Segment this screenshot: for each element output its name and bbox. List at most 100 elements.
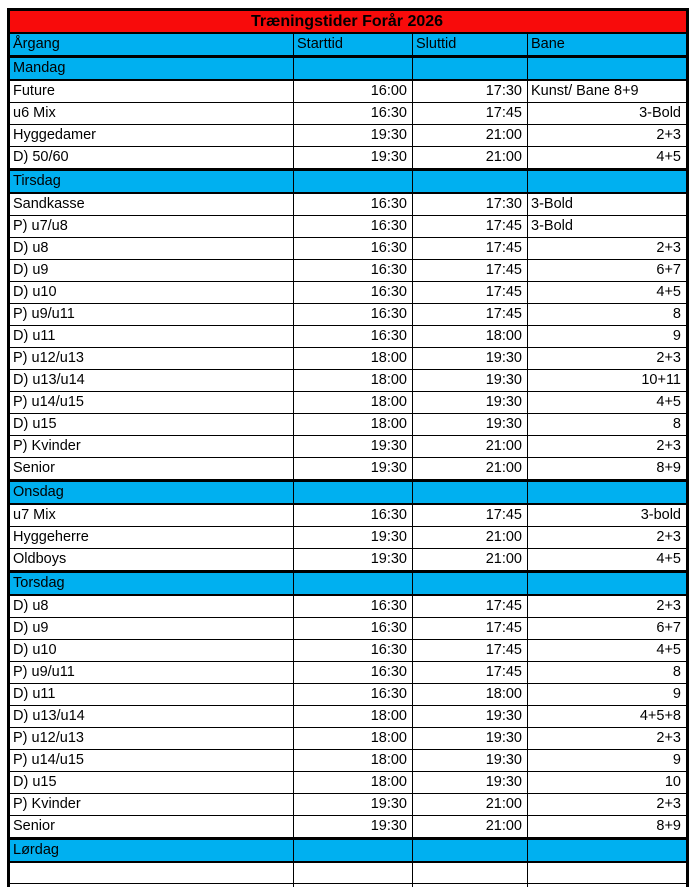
- bane-cell: 2+3: [527, 237, 688, 260]
- argang-cell: P) u7/u8: [8, 215, 294, 238]
- sluttid-cell: 19:30: [412, 771, 528, 794]
- starttid-cell: 16:30: [293, 639, 413, 662]
- starttid-cell: [293, 861, 413, 884]
- starttid-cell: 16:30: [293, 237, 413, 260]
- schedule-row: Future 16:00 17:30 Kunst/ Bane 8+9: [8, 79, 688, 103]
- bane-cell: 2+3: [527, 124, 688, 147]
- bane-cell: 10+11: [527, 369, 688, 392]
- sluttid-cell: 17:45: [412, 661, 528, 684]
- argang-cell: D) u8: [8, 594, 294, 618]
- schedule-row: Sandkasse 16:30 17:30 3-Bold: [8, 192, 688, 216]
- sluttid-cell: 21:00: [412, 146, 528, 170]
- starttid-cell: 19:30: [293, 457, 413, 481]
- argang-cell: Oldboys: [8, 548, 294, 572]
- argang-cell: P) u9/u11: [8, 661, 294, 684]
- sluttid-cell: 21:00: [412, 457, 528, 481]
- argang-cell: D) u13/u14: [8, 705, 294, 728]
- empty-row: [8, 861, 688, 884]
- day-empty-cell: [293, 479, 413, 505]
- argang-cell: Senior: [8, 457, 294, 481]
- argang-cell: D) u10: [8, 639, 294, 662]
- schedule-row: P) Kvinder 19:30 21:00 2+3: [8, 793, 688, 816]
- schedule-row: D) u13/u14 18:00 19:30 4+5+8: [8, 705, 688, 728]
- sluttid-cell: 18:00: [412, 325, 528, 348]
- schedule-row: D) u8 16:30 17:45 2+3: [8, 594, 688, 618]
- starttid-cell: 16:00: [293, 79, 413, 103]
- sluttid-cell: 21:00: [412, 815, 528, 839]
- starttid-cell: 18:00: [293, 705, 413, 728]
- argang-cell: Hyggeherre: [8, 526, 294, 549]
- argang-cell: u6 Mix: [8, 102, 294, 125]
- schedule-row: D) u15 18:00 19:30 10: [8, 771, 688, 794]
- argang-cell: D) u15: [8, 771, 294, 794]
- bane-cell: 10: [527, 771, 688, 794]
- bane-cell: Kunst/ Bane 8+9: [527, 79, 688, 103]
- schedule-row: Senior 19:30 21:00 8+9: [8, 457, 688, 481]
- schedule-row: P) u12/u13 18:00 19:30 2+3: [8, 347, 688, 370]
- argang-cell: Hyggedamer: [8, 124, 294, 147]
- day-section-row: Onsdag: [8, 479, 688, 505]
- argang-cell: D) u11: [8, 325, 294, 348]
- day-empty-cell: [293, 570, 413, 596]
- schedule-row: P) u12/u13 18:00 19:30 2+3: [8, 727, 688, 750]
- schedule-row: P) Kvinder 19:30 21:00 2+3: [8, 435, 688, 458]
- starttid-cell: 16:30: [293, 303, 413, 326]
- bane-cell: 2+3: [527, 526, 688, 549]
- column-header-argang: Årgang: [8, 32, 294, 58]
- sluttid-cell: 19:30: [412, 705, 528, 728]
- starttid-cell: 19:30: [293, 435, 413, 458]
- argang-cell: u7 Mix: [8, 503, 294, 527]
- schedule-row: Oldboys 19:30 21:00 4+5: [8, 548, 688, 572]
- day-label-cell: Torsdag: [8, 570, 294, 596]
- day-empty-cell: [293, 837, 413, 863]
- sluttid-cell: [412, 882, 528, 887]
- bane-cell: 8+9: [527, 457, 688, 481]
- schedule-row: u7 Mix 16:30 17:45 3-bold: [8, 503, 688, 527]
- starttid-cell: 16:30: [293, 683, 413, 706]
- day-section-row: Tirsdag: [8, 168, 688, 194]
- schedule-row: D) u8 16:30 17:45 2+3: [8, 237, 688, 260]
- schedule-row: P) u9/u11 16:30 17:45 8: [8, 303, 688, 326]
- column-header-row: Årgang Starttid Sluttid Bane: [8, 32, 688, 58]
- starttid-cell: 19:30: [293, 793, 413, 816]
- argang-cell: [8, 861, 294, 884]
- bane-cell: 2+3: [527, 347, 688, 370]
- starttid-cell: 19:30: [293, 815, 413, 839]
- day-empty-cell: [412, 55, 528, 81]
- day-empty-cell: [412, 168, 528, 194]
- starttid-cell: 16:30: [293, 215, 413, 238]
- schedule-row: D) u10 16:30 17:45 4+5: [8, 281, 688, 304]
- sluttid-cell: 17:45: [412, 503, 528, 527]
- starttid-cell: 16:30: [293, 259, 413, 282]
- day-empty-cell: [527, 479, 688, 505]
- bane-cell: 2+3: [527, 594, 688, 618]
- day-empty-cell: [527, 837, 688, 863]
- schedule-row: D) u11 16:30 18:00 9: [8, 325, 688, 348]
- bane-cell: 4+5: [527, 548, 688, 572]
- sluttid-cell: 21:00: [412, 435, 528, 458]
- bane-cell: 3-bold: [527, 503, 688, 527]
- day-empty-cell: [293, 55, 413, 81]
- starttid-cell: 16:30: [293, 503, 413, 527]
- schedule-row: u6 Mix 16:30 17:45 3-Bold: [8, 102, 688, 125]
- sluttid-cell: 19:30: [412, 347, 528, 370]
- schedule-row: Hyggedamer 19:30 21:00 2+3: [8, 124, 688, 147]
- day-section-row: Lørdag: [8, 837, 688, 863]
- sluttid-cell: 19:30: [412, 413, 528, 436]
- starttid-cell: 18:00: [293, 391, 413, 414]
- argang-cell: D) u9: [8, 617, 294, 640]
- sluttid-cell: 17:45: [412, 281, 528, 304]
- sluttid-cell: 18:00: [412, 683, 528, 706]
- starttid-cell: 18:00: [293, 727, 413, 750]
- argang-cell: D) u11: [8, 683, 294, 706]
- argang-cell: D) u10: [8, 281, 294, 304]
- starttid-cell: 18:00: [293, 369, 413, 392]
- sluttid-cell: 17:45: [412, 639, 528, 662]
- bane-cell: 4+5: [527, 146, 688, 170]
- schedule-row: Senior 19:30 21:00 8+9: [8, 815, 688, 839]
- bane-cell: 4+5: [527, 281, 688, 304]
- sluttid-cell: 21:00: [412, 124, 528, 147]
- day-section-row: Mandag: [8, 55, 688, 81]
- schedule-row: D) 50/60 19:30 21:00 4+5: [8, 146, 688, 170]
